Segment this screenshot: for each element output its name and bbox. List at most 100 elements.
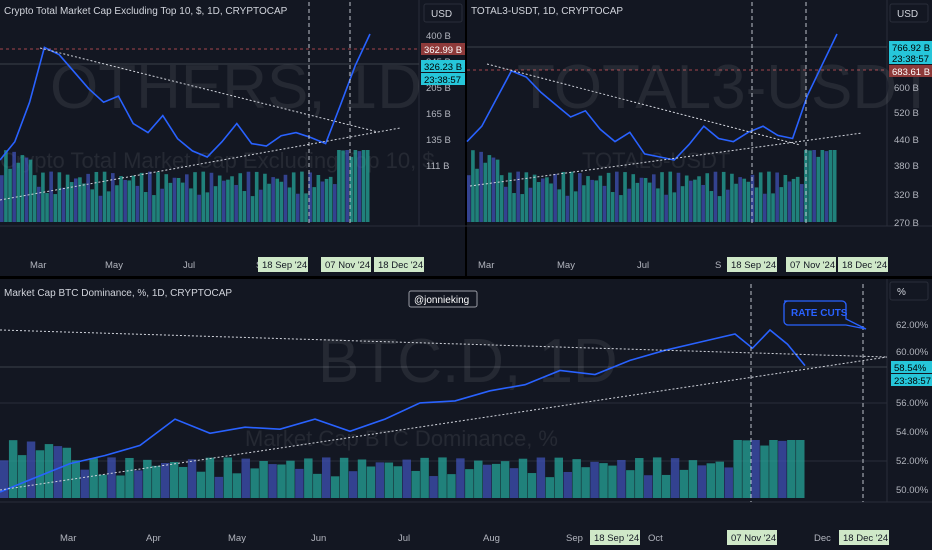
volume-bar: [353, 150, 358, 222]
volume-bar: [812, 150, 816, 222]
volume-bar: [705, 173, 710, 222]
volume-bar: [631, 174, 636, 222]
volume-bar: [0, 460, 9, 498]
price-badge-text: 326.23 B: [424, 62, 462, 73]
volume-bar: [565, 195, 570, 222]
volume-bar: [111, 173, 115, 222]
volume-bar: [769, 440, 778, 498]
volume-bar: [193, 172, 197, 222]
volume-bar: [304, 193, 308, 222]
volume-bar: [590, 461, 599, 498]
date-badge-text: 18 Dec '24: [378, 260, 423, 271]
volume-bar: [143, 459, 152, 498]
volume-bar: [549, 183, 553, 222]
unit-label: USD: [431, 9, 452, 20]
author-handle-text: @jonnieking: [414, 295, 469, 306]
volume-bar: [545, 477, 555, 498]
volume-bar: [333, 184, 337, 222]
volume-bar: [536, 182, 541, 222]
date-badge-text: 07 Nov '24: [731, 533, 776, 544]
volume-bar: [44, 444, 54, 498]
volume-bar: [32, 175, 37, 222]
volume-bar: [528, 187, 533, 222]
volume-bar: [223, 457, 233, 498]
volume-bar: [277, 464, 286, 498]
volume-bar: [672, 192, 677, 222]
volume-bar: [263, 173, 267, 222]
volume-bar: [134, 470, 143, 498]
watermark-symbol: OTHERS, 1D: [50, 53, 422, 122]
unit-box: [889, 281, 929, 301]
date-badge: [839, 530, 889, 545]
unit-label: %: [897, 287, 906, 298]
volume-bar: [676, 172, 681, 222]
price-badge-text: 766.92 B: [892, 43, 930, 54]
volume-bars: [0, 150, 370, 222]
volume-bar: [304, 458, 313, 498]
volume-bar: [90, 189, 95, 222]
volume-bar: [599, 463, 608, 498]
volume-bar: [606, 172, 611, 222]
volume-bar: [796, 440, 805, 498]
volume-bar: [563, 471, 572, 498]
volume-bar: [222, 180, 226, 222]
volume-bar: [250, 196, 255, 222]
volume-bar: [824, 151, 829, 222]
volume-bar: [557, 189, 562, 222]
volume-bar: [467, 175, 471, 222]
volume-bar: [98, 474, 107, 498]
volume-bar: [573, 191, 578, 222]
volume-bar: [783, 174, 788, 222]
volume-bar: [771, 193, 775, 222]
volume-bar: [313, 473, 322, 498]
volume-bar: [267, 183, 271, 222]
volume-bar: [143, 192, 148, 222]
volume-bar: [196, 471, 206, 498]
volume-bar: [28, 159, 33, 222]
volume-bar: [664, 194, 668, 222]
volume-bar: [680, 186, 685, 222]
y-tick-label: 62.00%: [896, 320, 929, 331]
volume-bar: [250, 468, 259, 498]
y-tick-label: 111 B: [426, 161, 449, 172]
date-badge-text: 07 Nov '24: [325, 260, 370, 271]
volume-bar: [402, 459, 411, 498]
volume-bar: [300, 171, 304, 222]
volume-bar: [26, 441, 36, 498]
volume-bar: [348, 471, 358, 498]
volume-bar: [283, 174, 288, 222]
volume-bar: [312, 187, 317, 222]
volume-bar: [610, 192, 615, 222]
volume-bar: [316, 174, 321, 222]
volume-bar: [608, 465, 617, 498]
volume-bar: [20, 155, 25, 222]
volume-bar: [213, 186, 218, 222]
volume-bar: [787, 181, 792, 222]
price-badge: [889, 41, 932, 53]
volume-bar: [668, 171, 673, 222]
y-tick-label: 50.00%: [896, 485, 929, 496]
date-badge: [258, 257, 308, 272]
volume-bar: [763, 193, 767, 222]
volume-bar: [483, 162, 488, 222]
x-tick-label: Jun: [311, 533, 326, 544]
volume-bar: [647, 182, 652, 222]
volume-bar: [268, 464, 277, 498]
volume-bar: [602, 185, 607, 222]
date-badge-text: 07 Nov '24: [790, 260, 835, 271]
date-badge: [321, 257, 371, 272]
panel-top-right-bg: [467, 0, 932, 276]
volume-bar: [787, 440, 796, 498]
volume-bar: [357, 151, 362, 222]
volume-bar: [330, 476, 340, 498]
volume-bar: [35, 450, 45, 498]
y-tick-label: 270 B: [894, 218, 919, 229]
price-badge: [891, 361, 932, 373]
volume-bar: [569, 171, 574, 222]
watermark-symbol: TOTAL3-USDT, 1D: [517, 53, 932, 122]
volume-bar: [341, 150, 345, 222]
watermark-symbol: BTC.D, 1D: [318, 327, 618, 396]
volume-bar: [393, 466, 402, 498]
volume-bar: [102, 171, 107, 222]
